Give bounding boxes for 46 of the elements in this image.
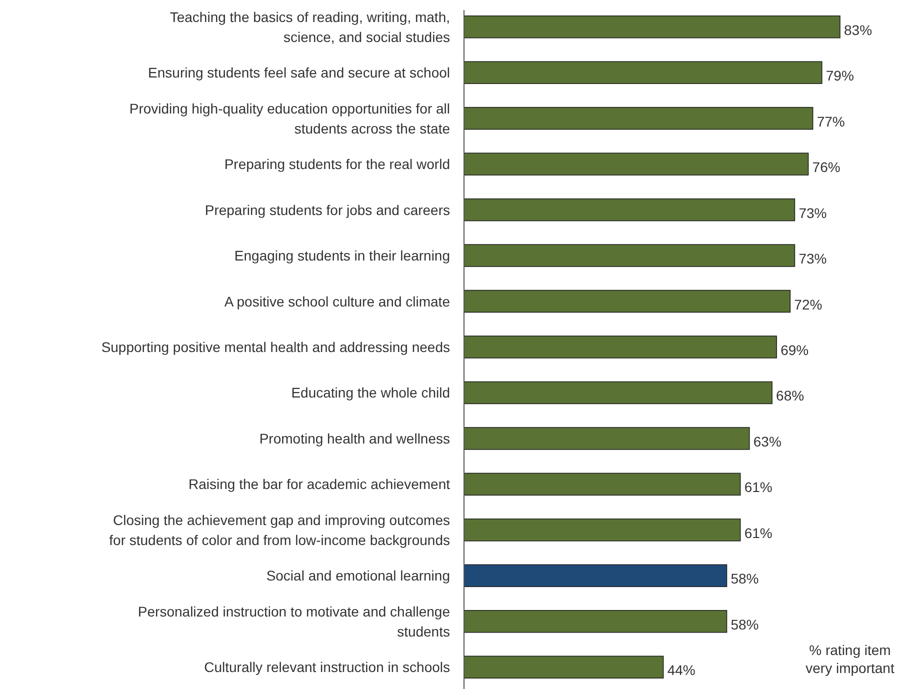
y-tick-label: Educating the whole child — [291, 384, 450, 401]
bar — [464, 381, 772, 404]
bar — [464, 472, 741, 496]
data-label: 72% — [794, 296, 822, 312]
data-label: 58% — [730, 570, 759, 587]
y-tick-label: Engaging students in their learning — [234, 248, 450, 264]
data-label: 76% — [812, 159, 840, 176]
bar — [464, 106, 814, 130]
y-tick-label: Social and emotional learning — [266, 568, 450, 584]
data-label: 58% — [730, 616, 759, 632]
y-tick-label: A positive school culture and climate — [224, 293, 450, 310]
y-tick-label: Culturally relevant instruction in schools — [204, 659, 450, 676]
y-tick-label: Supporting positive mental health and addressing needs — [101, 339, 450, 355]
y-tick-label: Preparing students for the real world — [224, 156, 450, 172]
annotation: % rating item very important — [806, 642, 894, 676]
bar — [464, 61, 822, 84]
data-label: 61% — [744, 479, 772, 496]
y-tick-label: Preparing students for jobs and careers — [204, 202, 450, 218]
data-label: 61% — [744, 524, 772, 541]
data-label: 77% — [816, 113, 845, 130]
bar — [464, 244, 796, 267]
data-label: 73% — [798, 250, 827, 267]
data-label: 69% — [780, 342, 809, 358]
data-label: 79% — [826, 68, 854, 84]
data-label: 68% — [776, 388, 804, 404]
bar — [464, 336, 777, 358]
bar — [464, 564, 728, 588]
data-label: 83% — [844, 22, 872, 38]
bar — [464, 518, 741, 542]
y-tick-label: Providing high-quality education opportunities for all students across the state — [129, 100, 450, 136]
y-tick-label: Teaching the basics of reading, writing, math, science, and social studies — [170, 8, 450, 45]
bar — [464, 290, 791, 313]
bar — [464, 198, 796, 222]
y-tick-label: Promoting health and wellness — [259, 430, 450, 446]
data-label: 73% — [798, 204, 827, 221]
bar — [464, 610, 728, 633]
y-tick-label: Personalized instruction to motivate and challenge students — [138, 603, 450, 640]
bar — [464, 15, 840, 38]
y-tick-label: Closing the achievement gap and improving outcomes for students of color and from low-income backgrounds — [109, 512, 450, 548]
bar — [464, 656, 664, 679]
data-label: 44% — [667, 662, 696, 678]
data-label: 63% — [753, 433, 782, 450]
y-tick-label: Ensuring students feel safe and secure at school — [148, 64, 450, 81]
bar — [464, 427, 750, 450]
y-tick-label: Raising the bar for academic achievement — [188, 476, 450, 492]
bar — [464, 152, 809, 176]
